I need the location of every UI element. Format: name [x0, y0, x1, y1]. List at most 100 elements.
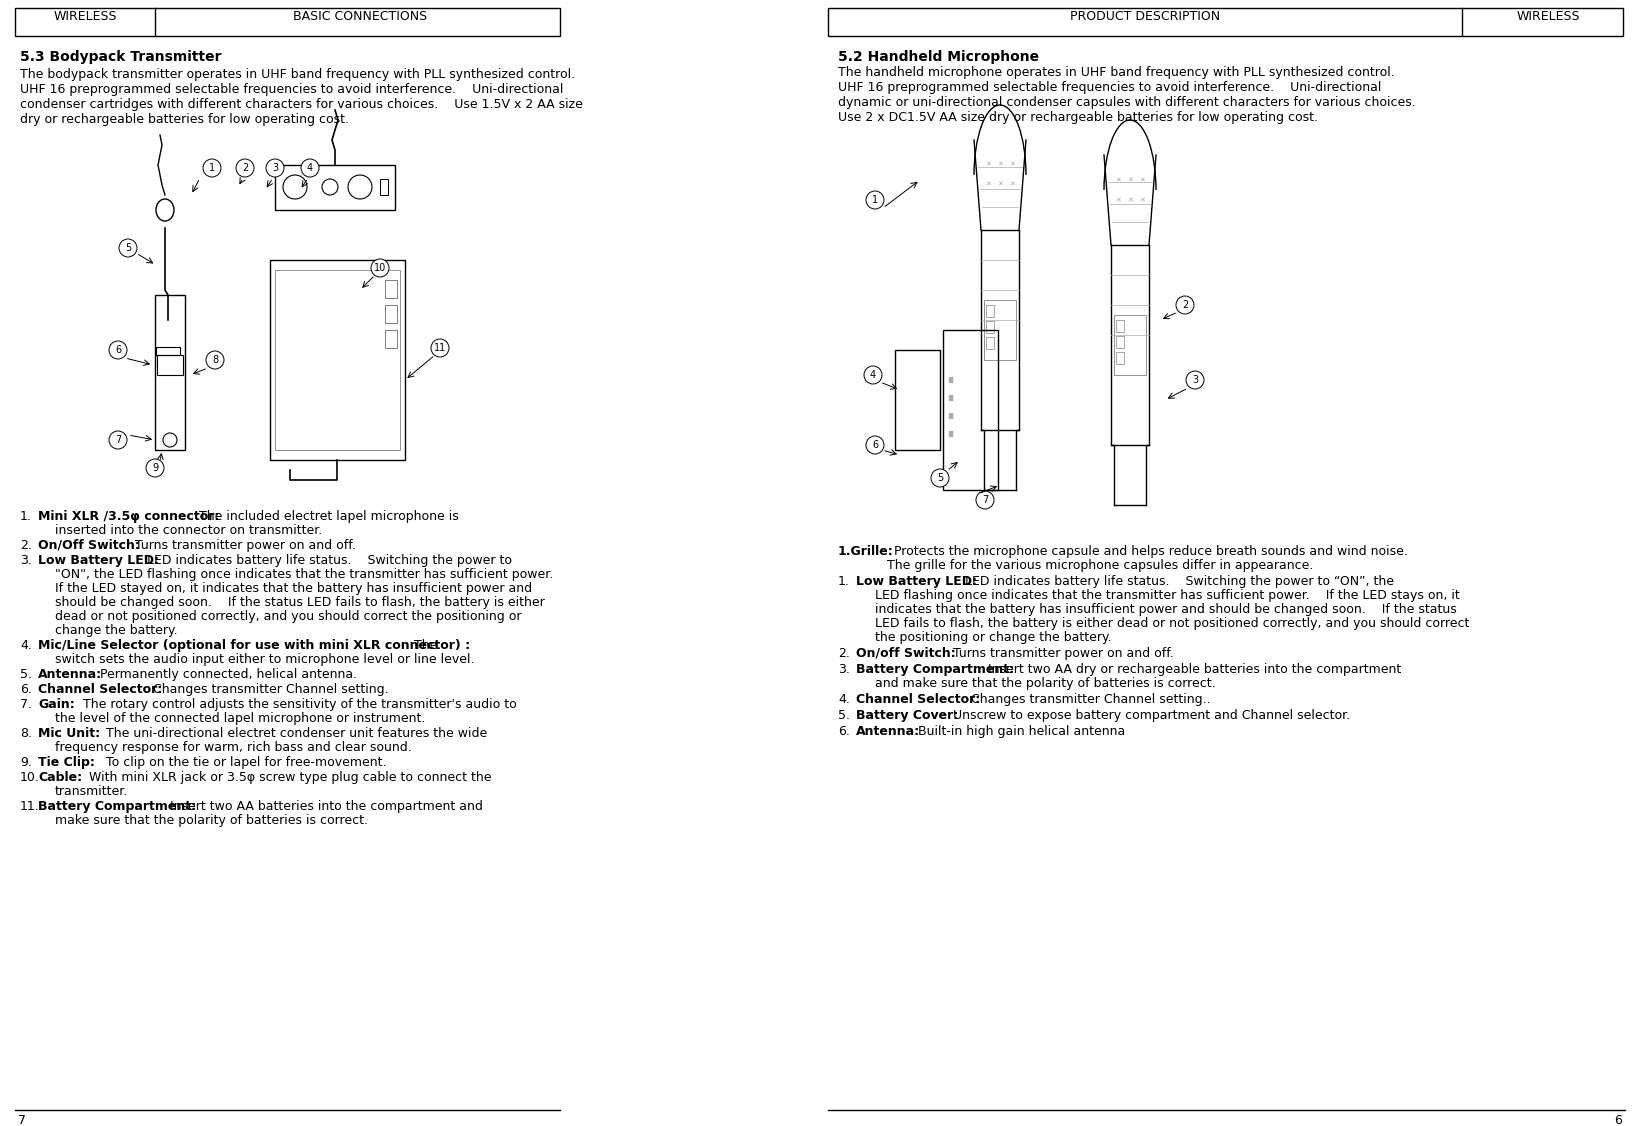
- Text: Cable:: Cable:: [38, 771, 82, 784]
- Text: "ON", the LED flashing once indicates that the transmitter has sufficient power.: "ON", the LED flashing once indicates th…: [56, 568, 552, 581]
- Text: 4.: 4.: [838, 692, 849, 706]
- Text: The included electret lapel microphone is: The included electret lapel microphone i…: [184, 510, 459, 522]
- Bar: [156, 347, 180, 355]
- Text: Use 2 x DC1.5V AA size dry or rechargeable batteries for low operating cost.: Use 2 x DC1.5V AA size dry or rechargeab…: [838, 111, 1318, 124]
- Circle shape: [931, 470, 949, 488]
- Text: Battery Cover:: Battery Cover:: [856, 709, 957, 722]
- Circle shape: [236, 159, 254, 177]
- Text: 6: 6: [115, 345, 121, 355]
- Text: and make sure that the polarity of batteries is correct.: and make sure that the polarity of batte…: [875, 677, 1219, 690]
- Circle shape: [203, 159, 221, 177]
- Text: 7: 7: [18, 1114, 26, 1126]
- Text: BASIC CONNECTIONS: BASIC CONNECTIONS: [293, 10, 426, 23]
- Text: Built-in high gain helical antenna: Built-in high gain helical antenna: [901, 725, 1124, 738]
- Text: 5.: 5.: [838, 709, 849, 722]
- Ellipse shape: [156, 199, 174, 221]
- Text: 8: 8: [211, 355, 218, 365]
- Text: █: █: [947, 395, 952, 401]
- Text: LED indicates battery life status.    Switching the power to: LED indicates battery life status. Switc…: [131, 554, 511, 568]
- Text: The grille for the various microphone capsules differ in appearance.: The grille for the various microphone ca…: [875, 558, 1313, 572]
- Bar: [983, 300, 1016, 360]
- Text: dry or rechargeable batteries for low operating cost.: dry or rechargeable batteries for low op…: [20, 113, 349, 126]
- Text: 6.: 6.: [838, 725, 849, 738]
- Bar: [385, 305, 397, 323]
- Bar: [1115, 352, 1123, 364]
- Text: ✕: ✕: [1139, 197, 1144, 203]
- Text: █: █: [947, 431, 952, 437]
- Text: Mini XLR /3.5φ connector:: Mini XLR /3.5φ connector:: [38, 510, 220, 522]
- Bar: [828, 8, 1623, 36]
- Bar: [985, 337, 993, 349]
- Text: ✕: ✕: [1126, 177, 1133, 184]
- Bar: [385, 330, 397, 348]
- Text: 4: 4: [869, 370, 875, 379]
- Circle shape: [284, 175, 306, 199]
- Text: Mic Unit:: Mic Unit:: [38, 727, 100, 740]
- Text: LED flashing once indicates that the transmitter has sufficient power.    If the: LED flashing once indicates that the tra…: [875, 589, 1459, 602]
- Bar: [275, 166, 395, 211]
- Text: 9: 9: [152, 463, 157, 473]
- Text: Permanently connected, helical antenna.: Permanently connected, helical antenna.: [84, 668, 357, 681]
- Text: make sure that the polarity of batteries is correct.: make sure that the polarity of batteries…: [56, 814, 367, 826]
- Circle shape: [431, 339, 449, 357]
- Text: condenser cartridges with different characters for various choices.    Use 1.5V : condenser cartridges with different char…: [20, 98, 582, 111]
- Bar: [157, 355, 184, 375]
- Text: 7: 7: [115, 435, 121, 445]
- Text: The rotary control adjusts the sensitivity of the transmitter's audio to: The rotary control adjusts the sensitivi…: [67, 698, 516, 711]
- Bar: [985, 305, 993, 318]
- Text: 9.: 9.: [20, 756, 31, 769]
- Text: Low Battery LED:: Low Battery LED:: [38, 554, 159, 568]
- Circle shape: [864, 366, 882, 384]
- Text: 3.: 3.: [838, 663, 849, 676]
- Bar: [895, 350, 939, 450]
- Text: change the battery.: change the battery.: [56, 624, 177, 637]
- Text: 3: 3: [1192, 375, 1198, 385]
- Text: 6.: 6.: [20, 683, 31, 696]
- Text: transmitter.: transmitter.: [56, 785, 128, 798]
- Text: Changes transmitter Channel setting..: Changes transmitter Channel setting..: [954, 692, 1210, 706]
- Circle shape: [1175, 296, 1193, 314]
- Text: UHF 16 preprogrammed selectable frequencies to avoid interference.    Uni-direct: UHF 16 preprogrammed selectable frequenc…: [838, 81, 1380, 93]
- Text: 2.: 2.: [838, 647, 849, 660]
- Text: ✕: ✕: [985, 162, 990, 168]
- Text: ✕: ✕: [997, 182, 1003, 188]
- Text: Mic/Line Selector (optional for use with mini XLR connector) :: Mic/Line Selector (optional for use with…: [38, 638, 470, 652]
- Text: 5: 5: [125, 243, 131, 253]
- Text: ✕: ✕: [997, 162, 1003, 168]
- Bar: [985, 321, 993, 333]
- Text: frequency response for warm, rich bass and clear sound.: frequency response for warm, rich bass a…: [56, 741, 411, 754]
- Circle shape: [266, 159, 284, 177]
- Text: 6: 6: [1613, 1114, 1621, 1126]
- Text: UHF 16 preprogrammed selectable frequencies to avoid interference.    Uni-direct: UHF 16 preprogrammed selectable frequenc…: [20, 83, 564, 96]
- Text: To clip on the tie or lapel for free-movement.: To clip on the tie or lapel for free-mov…: [90, 756, 387, 769]
- Text: The uni-directional electret condenser unit features the wide: The uni-directional electret condenser u…: [90, 727, 487, 740]
- Text: should be changed soon.    If the status LED fails to flash, the battery is eith: should be changed soon. If the status LE…: [56, 596, 544, 609]
- Text: 1.Grille:: 1.Grille:: [838, 545, 893, 558]
- Text: Low Battery LED:: Low Battery LED:: [856, 575, 977, 588]
- Text: 7.: 7.: [20, 698, 33, 711]
- Text: Insert two AA dry or rechargeable batteries into the compartment: Insert two AA dry or rechargeable batter…: [972, 663, 1400, 676]
- Text: With mini XLR jack or 3.5φ screw type plug cable to connect the: With mini XLR jack or 3.5φ screw type pl…: [72, 771, 492, 784]
- Text: Channel Selector:: Channel Selector:: [38, 683, 162, 696]
- Text: Turns transmitter power on and off.: Turns transmitter power on and off.: [936, 647, 1174, 660]
- Text: ✕: ✕: [1139, 177, 1144, 184]
- Text: 3.: 3.: [20, 554, 31, 568]
- Text: 6: 6: [872, 440, 877, 450]
- Bar: [1113, 315, 1146, 375]
- Text: PRODUCT DESCRIPTION: PRODUCT DESCRIPTION: [1069, 10, 1219, 23]
- Text: 11.: 11.: [20, 799, 39, 813]
- Text: the level of the connected lapel microphone or instrument.: the level of the connected lapel microph…: [56, 712, 425, 725]
- Text: Insert two AA batteries into the compartment and: Insert two AA batteries into the compart…: [154, 799, 482, 813]
- Text: Protects the microphone capsule and helps reduce breath sounds and wind noise.: Protects the microphone capsule and help…: [890, 545, 1408, 558]
- Bar: [380, 179, 388, 195]
- Text: Gain:: Gain:: [38, 698, 75, 711]
- Circle shape: [347, 175, 372, 199]
- Text: the positioning or change the battery.: the positioning or change the battery.: [875, 631, 1111, 644]
- Circle shape: [370, 259, 388, 277]
- Text: Antenna:: Antenna:: [38, 668, 102, 681]
- Text: The handheld microphone operates in UHF band frequency with PLL synthesized cont: The handheld microphone operates in UHF …: [838, 66, 1393, 79]
- Text: Antenna:: Antenna:: [856, 725, 919, 738]
- Bar: [15, 8, 559, 36]
- Text: ✕: ✕: [1115, 197, 1119, 203]
- Text: The bodypack transmitter operates in UHF band frequency with PLL synthesized con: The bodypack transmitter operates in UHF…: [20, 68, 575, 81]
